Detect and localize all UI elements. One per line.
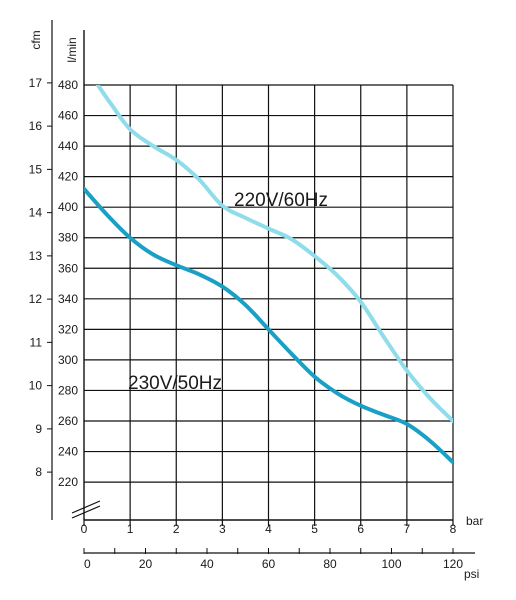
- y-left-tick-label: 11: [30, 335, 43, 349]
- y-inner-axis-label: l/min: [65, 37, 79, 62]
- y-inner-tick-label: 220: [58, 475, 78, 489]
- series-lines: [84, 85, 453, 465]
- series-line-220v-60hz: [95, 85, 453, 423]
- y-inner-tick-label: 340: [58, 292, 78, 306]
- x-primary-tick-label: 2: [173, 522, 180, 536]
- y-left-tick-label: 14: [29, 206, 43, 220]
- y-left-tick-label: 12: [29, 292, 43, 306]
- axis-break-mark: [71, 500, 101, 519]
- series-label-220v-60hz: 220V/60Hz: [234, 190, 328, 211]
- x-primary-axis-label: bar: [466, 514, 483, 528]
- y-inner-tick-label: 480: [58, 78, 78, 92]
- y-inner-tick-label: 420: [58, 170, 78, 184]
- x-secondary-tick-label: 120: [443, 557, 463, 571]
- x-primary-tick-label: 4: [265, 522, 272, 536]
- series-label-230v-50hz: 230V/50Hz: [128, 373, 222, 394]
- x-primary-tick-label: 0: [81, 522, 88, 536]
- x-primary-tick-label: 3: [219, 522, 226, 536]
- y-left-tick-label: 16: [29, 119, 43, 133]
- x-secondary-axis-label: psi: [464, 567, 479, 581]
- y-inner-tick-label: 320: [58, 322, 78, 336]
- y-inner-tick-label: 260: [58, 414, 78, 428]
- y-inner-tick-label: 360: [58, 261, 78, 275]
- y-inner-tick-label: 440: [58, 139, 78, 153]
- x-secondary-tick-label: 80: [323, 557, 337, 571]
- grid: [84, 84, 454, 520]
- y-inner-tick-label: 280: [58, 383, 78, 397]
- x-primary-tick-label: 8: [450, 522, 457, 536]
- y-left-tick-label: 15: [29, 162, 43, 176]
- x-primary-tick-label: 1: [127, 522, 134, 536]
- series-line-230v-50hz: [84, 186, 453, 465]
- x-secondary-tick-label: 20: [139, 557, 153, 571]
- y-left-tick-label: 10: [29, 379, 43, 393]
- y-inner-tick-label: 460: [58, 109, 78, 123]
- y-left-tick-label: 17: [29, 76, 43, 90]
- x-secondary-tick-label: 40: [200, 557, 214, 571]
- y-inner-tick-label: 240: [58, 445, 78, 459]
- y-inner-tick-label: 300: [58, 353, 78, 367]
- y-inner-tick-label: 380: [58, 231, 78, 245]
- x-secondary-tick-label: 100: [381, 557, 401, 571]
- x-secondary-tick-label: 0: [84, 557, 91, 571]
- y-inner-tick-label: 400: [58, 200, 78, 214]
- x-primary-tick-label: 7: [404, 522, 411, 536]
- x-secondary-tick-label: 60: [262, 557, 276, 571]
- y-left-tick-label: 9: [35, 422, 42, 436]
- y-left-axis-label: cfm: [29, 30, 43, 49]
- x-primary-tick-label: 5: [311, 522, 318, 536]
- x-primary-tick-label: 6: [357, 522, 364, 536]
- axes: 2202402602803003203403603804004204404604…: [29, 20, 475, 571]
- y-left-tick-label: 13: [29, 249, 43, 263]
- y-left-tick-label: 8: [35, 465, 42, 479]
